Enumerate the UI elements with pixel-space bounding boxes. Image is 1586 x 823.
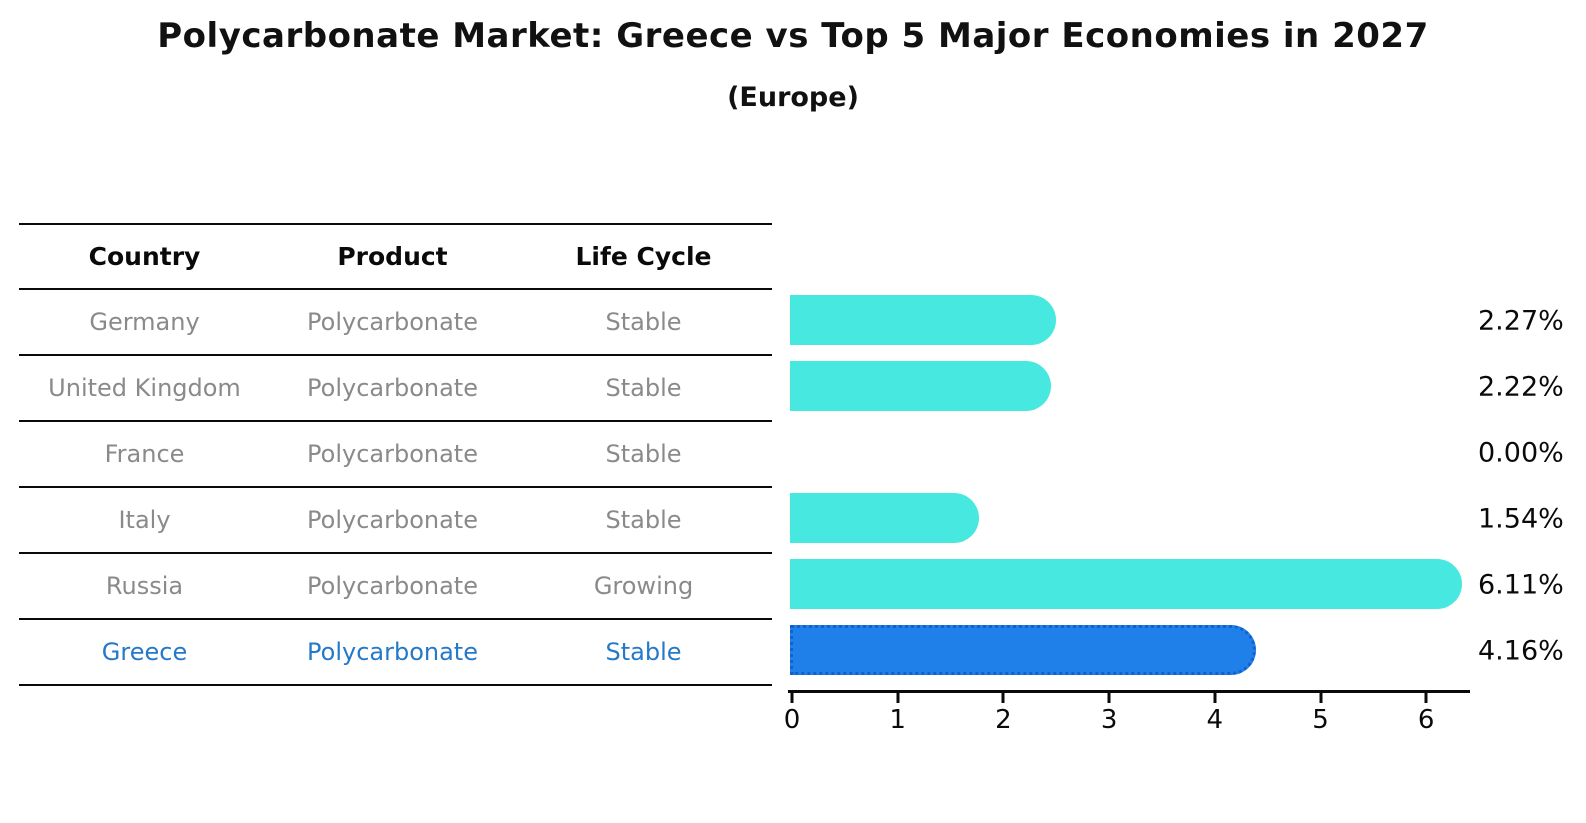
value-label: 2.22% [1478, 371, 1564, 403]
life-cycle-cell: Stable [605, 638, 682, 666]
chart-subtitle: (Europe) [727, 82, 859, 113]
table-divider [19, 223, 772, 225]
table-divider [19, 486, 772, 488]
table-row: United Kingdom Polycarbonate Stable [19, 355, 772, 421]
table-row: Russia Polycarbonate Growing [19, 553, 772, 619]
x-axis-tick [1107, 693, 1111, 703]
column-header-product: Product [337, 241, 448, 271]
life-cycle-cell: Growing [593, 572, 694, 600]
life-cycle-cell: Stable [605, 308, 682, 336]
value-label: 2.27% [1478, 305, 1564, 337]
value-label: 1.54% [1478, 503, 1564, 535]
x-axis-tick-label: 0 [783, 705, 801, 735]
x-axis-tick [1001, 693, 1005, 703]
x-axis-tick-label: 5 [1312, 705, 1329, 735]
x-axis-tick-label: 6 [1417, 705, 1435, 735]
life-cycle-cell: Stable [605, 440, 682, 468]
x-axis-tick [896, 693, 900, 703]
product-cell: Polycarbonate [307, 374, 478, 402]
country-cell: Germany [89, 308, 200, 336]
product-cell: Polycarbonate [307, 308, 478, 336]
table-divider [19, 552, 772, 554]
x-axis-tick-label: 1 [889, 705, 906, 735]
bar-greece-highlight [790, 625, 1256, 675]
country-cell: Italy [118, 506, 171, 534]
table-divider [19, 420, 772, 422]
chart-title: Polycarbonate Market: Greece vs Top 5 Ma… [157, 16, 1429, 56]
bar-italy [790, 493, 979, 543]
table-divider [19, 288, 772, 290]
country-cell: Greece [101, 638, 188, 666]
life-cycle-cell: Stable [605, 506, 682, 534]
table-row: France Polycarbonate Stable [19, 421, 772, 487]
table-divider [19, 618, 772, 620]
x-axis-tick [1319, 693, 1322, 703]
value-label: 0.00% [1478, 437, 1564, 469]
table-row: Italy Polycarbonate Stable [19, 487, 772, 553]
table-divider [19, 354, 772, 356]
column-header-country: Country [88, 241, 201, 271]
x-axis-tick-label: 3 [1100, 705, 1118, 735]
column-header-life-cycle: Life Cycle [575, 241, 712, 271]
table-row-highlight-greece: Greece Polycarbonate Stable [19, 619, 772, 685]
life-cycle-cell: Stable [605, 374, 682, 402]
country-cell: Russia [105, 572, 184, 600]
table-header-row: Country Product Life Cycle [19, 223, 772, 289]
country-cell: United Kingdom [48, 374, 241, 402]
x-axis-tick-label: 4 [1206, 705, 1224, 735]
value-label: 6.11% [1478, 569, 1564, 601]
product-cell: Polycarbonate [307, 638, 478, 666]
value-label: 4.16% [1478, 635, 1564, 667]
table-divider [19, 684, 772, 686]
x-axis-tick-label: 2 [995, 705, 1012, 735]
product-cell: Polycarbonate [307, 506, 478, 534]
bar-united-kingdom [790, 361, 1051, 411]
bar-germany [790, 295, 1056, 345]
product-cell: Polycarbonate [307, 440, 478, 468]
x-axis-tick [1424, 693, 1428, 703]
x-axis-tick [790, 693, 794, 703]
x-axis-line [788, 690, 1470, 693]
product-cell: Polycarbonate [307, 572, 478, 600]
country-cell: France [104, 440, 185, 468]
table-row: Germany Polycarbonate Stable [19, 289, 772, 355]
bar-russia [790, 559, 1462, 609]
x-axis-tick [1213, 693, 1217, 703]
